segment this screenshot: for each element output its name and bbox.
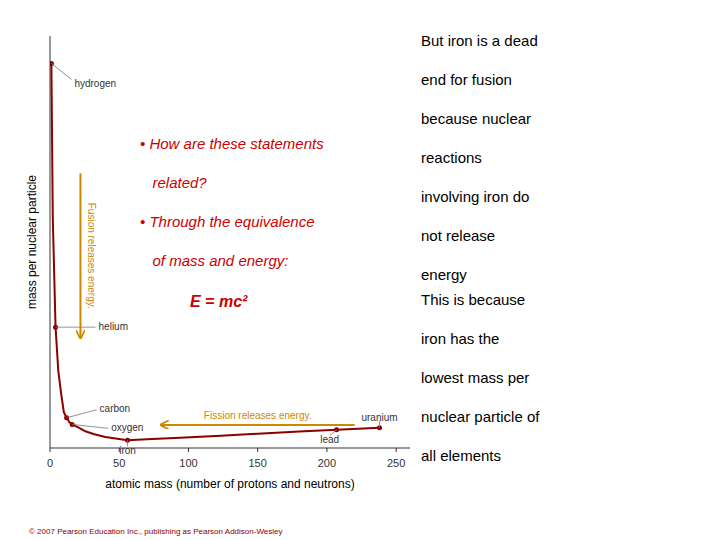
- arrow-label: Fission releases energy.: [204, 410, 312, 421]
- note-text: of mass and energy:: [140, 252, 288, 269]
- element-label: lead: [320, 434, 339, 445]
- x-tick: [396, 448, 397, 452]
- annotations: hydrogen helium carbon oxygen iron lead uraniu…: [51, 63, 397, 455]
- x-axis-label: atomic mass (number of protons and neutr…: [105, 477, 354, 491]
- element-label: hydrogen: [74, 78, 116, 89]
- note-text: not release: [421, 227, 495, 244]
- annotation-leader: [67, 410, 97, 418]
- x-tick-label: 150: [249, 457, 267, 469]
- note-text: involving iron do: [421, 188, 529, 205]
- element-label: iron: [119, 445, 136, 456]
- note-text: all elements: [421, 447, 501, 464]
- x-tick: [188, 448, 189, 452]
- chart: 0 50 100 150 200 250 atomic mass (number of pr…: [0, 0, 720, 540]
- process-arrow: [79, 173, 81, 338]
- element-label: oxygen: [111, 422, 143, 433]
- annotation-leader: [56, 327, 96, 328]
- annotation-leader: [72, 424, 108, 428]
- x-axis-line: [50, 448, 410, 449]
- note-text: nuclear particle of: [421, 408, 540, 425]
- x-tick: [257, 448, 258, 452]
- x-tick-label: 200: [318, 457, 336, 469]
- y-axis-line: [50, 36, 51, 448]
- x-tick-label: 50: [113, 457, 125, 469]
- x-tick-label: 100: [179, 457, 197, 469]
- x-tick: [326, 448, 327, 452]
- note-text: This is because: [421, 291, 525, 308]
- x-tick-label: 0: [47, 457, 53, 469]
- x-tick: [50, 448, 51, 452]
- arrow-label: Fusion releases energy.: [86, 203, 97, 309]
- annotation-leader: [51, 63, 71, 79]
- note-text: reactions: [421, 149, 482, 166]
- note-text: end for fusion: [421, 71, 512, 88]
- element-label: carbon: [100, 403, 131, 414]
- footnote: © 2007 Pearson Education Inc., publishin…: [29, 527, 282, 536]
- note-text: • How are these statements: [140, 135, 324, 152]
- note-text: because nuclear: [421, 110, 531, 127]
- element-label: uranium: [361, 412, 397, 423]
- note-text: iron has the: [421, 330, 499, 347]
- note-text: • Through the equivalence: [140, 213, 315, 230]
- note-text: energy: [421, 266, 467, 283]
- note-text: related?: [140, 174, 207, 191]
- curve: [51, 63, 379, 440]
- note-text: lowest mass per: [421, 369, 529, 386]
- plot-area: [50, 61, 382, 443]
- y-axis-label: mass per nuclear particle: [25, 175, 39, 309]
- element-label: helium: [99, 321, 128, 332]
- x-tick-label: 250: [387, 457, 405, 469]
- note-text: E = mc²: [190, 293, 248, 310]
- note-text: But iron is a dead: [421, 32, 538, 49]
- process-arrow: [161, 424, 355, 426]
